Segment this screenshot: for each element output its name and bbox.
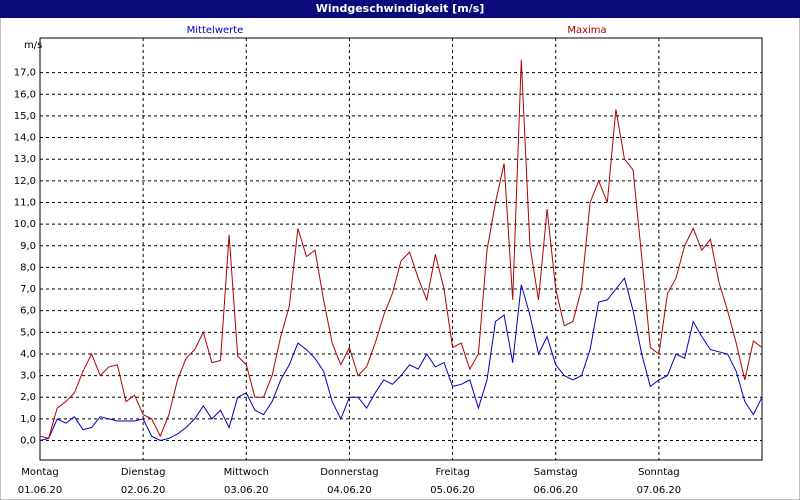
x-tick-date: 04.06.20 <box>327 485 372 496</box>
x-tick-date: 03.06.20 <box>224 485 269 496</box>
y-tick-label: 9,0 <box>20 241 36 252</box>
plot-frame <box>39 37 763 461</box>
x-tick-label: Samstag <box>534 467 578 478</box>
y-tick-label: 2,0 <box>20 392 36 403</box>
data-line <box>39 277 763 442</box>
x-tick-date: 05.06.20 <box>430 485 475 496</box>
y-tick-label: 13,0 <box>14 154 36 165</box>
title-bar <box>0 0 800 18</box>
y-axis-label: m/s <box>24 40 42 51</box>
x-tick-date: 07.06.20 <box>637 485 682 496</box>
y-tick-label: 11,0 <box>14 197 36 208</box>
y-tick-label: 8,0 <box>20 262 36 273</box>
y-tick-label: 5,0 <box>20 327 36 338</box>
x-tick-label: Montag <box>21 467 58 478</box>
y-tick-label: 3,0 <box>20 371 36 382</box>
x-tick-date: 02.06.20 <box>121 485 166 496</box>
x-tick-date: 01.06.20 <box>18 485 63 496</box>
x-tick-label: Sonntag <box>638 467 680 478</box>
x-tick-label: Dienstag <box>121 467 166 478</box>
chart-title: Windgeschwindigkeit [m/s] <box>316 2 485 15</box>
y-tick-label: 15,0 <box>14 111 36 122</box>
y-tick-label: 17,0 <box>14 68 36 79</box>
y-tick-label: 14,0 <box>14 133 36 144</box>
y-tick-label: 1,0 <box>20 414 36 425</box>
y-tick-label: 10,0 <box>14 219 36 230</box>
y-tick-label: 4,0 <box>20 349 36 360</box>
legend-label: Maxima <box>567 25 606 36</box>
x-tick-date: 06.06.20 <box>533 485 578 496</box>
y-tick-label: 6,0 <box>20 306 36 317</box>
x-tick-label: Donnerstag <box>320 467 378 478</box>
legend-label: Mittelwerte <box>187 25 244 36</box>
x-tick-label: Freitag <box>435 467 469 478</box>
x-tick-label: Mittwoch <box>224 467 269 478</box>
y-tick-label: 7,0 <box>20 284 36 295</box>
y-tick-label: 12,0 <box>14 176 36 187</box>
y-tick-label: 16,0 <box>14 89 36 100</box>
y-tick-label: 0,0 <box>20 436 36 447</box>
data-line <box>39 59 763 440</box>
